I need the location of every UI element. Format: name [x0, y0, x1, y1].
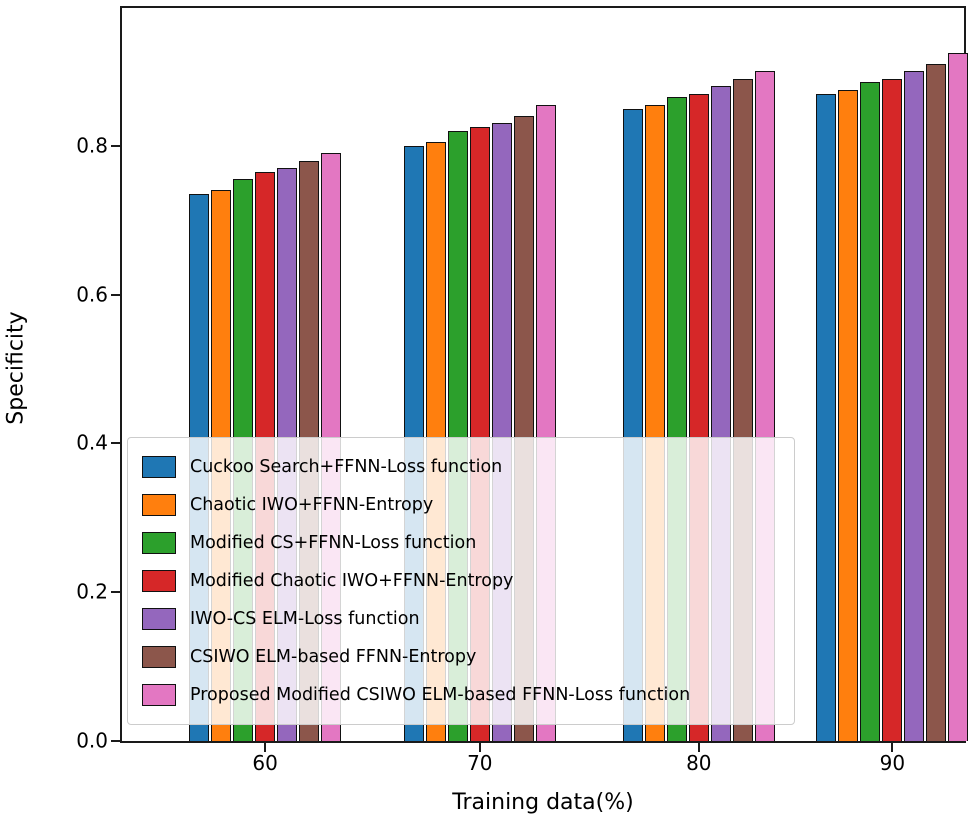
y-tick-label: 0.4 [76, 430, 108, 455]
legend-swatch-icon [142, 608, 176, 630]
y-tick-label: 0.2 [76, 579, 108, 604]
legend-item: Cuckoo Search+FFNN-Loss function [142, 448, 780, 486]
legend: Cuckoo Search+FFNN-Loss function Chaotic … [127, 437, 795, 725]
legend-swatch-icon [142, 494, 176, 516]
y-tick-label: 0.6 [76, 282, 108, 307]
legend-swatch-icon [142, 646, 176, 668]
legend-swatch-icon [142, 570, 176, 592]
x-tick-label: 90 [879, 751, 906, 775]
bar-90-series-5 [926, 63, 947, 741]
legend-label: Modified CS+FFNN-Loss function [190, 533, 477, 553]
bar-group-90 [816, 52, 969, 741]
x-tick-mark [891, 743, 894, 752]
legend-label: CSIWO ELM-based FFNN-Entropy [190, 647, 477, 667]
legend-label: Chaotic IWO+FFNN-Entropy [190, 495, 434, 515]
bar-90-series-1 [838, 89, 859, 741]
legend-label: IWO-CS ELM-Loss function [190, 609, 420, 629]
y-tick-mark [111, 442, 120, 445]
x-tick-label: 60 [252, 751, 278, 775]
legend-label: Cuckoo Search+FFNN-Loss function [190, 457, 503, 477]
x-tick-mark [264, 743, 267, 752]
y-tick-mark [111, 293, 120, 296]
bar-90-series-4 [904, 71, 925, 741]
legend-item: Modified Chaotic IWO+FFNN-Entropy [142, 562, 780, 600]
bar-90-series-6 [948, 52, 969, 741]
legend-swatch-icon [142, 684, 176, 706]
legend-item: CSIWO ELM-based FFNN-Entropy [142, 638, 780, 676]
y-tick-label: 0.8 [76, 133, 108, 158]
legend-item: Proposed Modified CSIWO ELM-based FFNN-L… [142, 676, 780, 714]
legend-label: Proposed Modified CSIWO ELM-based FFNN-L… [190, 685, 691, 705]
legend-item: IWO-CS ELM-Loss function [142, 600, 780, 638]
y-axis-label: Specificity [3, 311, 29, 425]
legend-swatch-icon [142, 456, 176, 478]
bar-90-series-3 [882, 78, 903, 741]
x-tick-label: 70 [467, 751, 493, 775]
x-tick-label: 80 [686, 751, 712, 775]
y-tick-mark [111, 144, 120, 147]
x-tick-mark [697, 743, 700, 752]
y-tick-label: 0.0 [76, 728, 108, 753]
legend-item: Chaotic IWO+FFNN-Entropy [142, 486, 780, 524]
plot-area: Cuckoo Search+FFNN-Loss function Chaotic … [120, 6, 969, 743]
y-tick-mark [111, 740, 120, 742]
y-tick-mark [111, 591, 120, 594]
legend-label: Modified Chaotic IWO+FFNN-Entropy [190, 571, 514, 591]
legend-item: Modified CS+FFNN-Loss function [142, 524, 780, 562]
legend-swatch-icon [142, 532, 176, 554]
bar-90-series-0 [816, 93, 837, 741]
bar-90-series-2 [860, 82, 881, 741]
x-tick-mark [478, 743, 481, 752]
x-axis-label: Training data(%) [452, 790, 634, 815]
